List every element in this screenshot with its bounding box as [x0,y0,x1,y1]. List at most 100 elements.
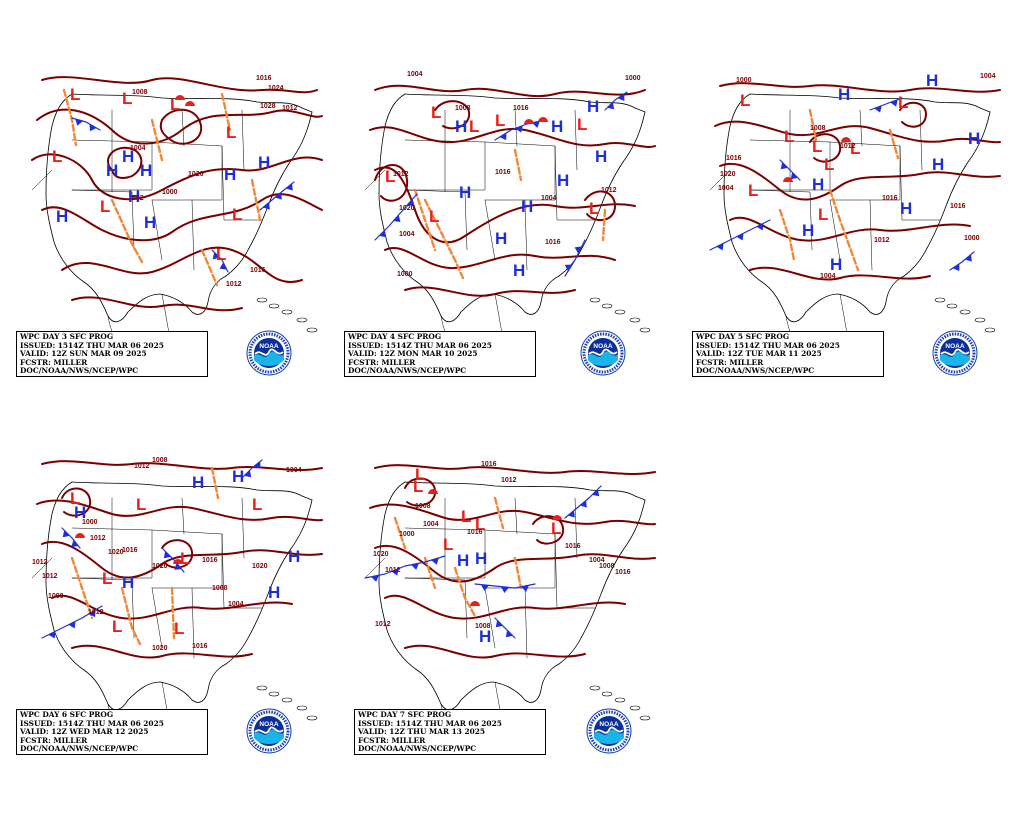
cold-front-pip [592,489,600,497]
isobar [41,76,318,94]
cold-front-pip [574,246,582,254]
coastline [225,111,313,277]
isobar [31,153,323,201]
cold-front-pip [495,620,503,628]
cold-front-pip [501,586,509,593]
low-pressure-symbol: L [748,181,758,200]
caption-forecaster: FCSTR: MILLER [358,735,426,745]
logo-wave [588,348,618,356]
cold-front-pip [89,124,97,132]
isobar-label: 1012 [501,477,517,484]
state-border [919,109,923,171]
caption-valid: VALID: 12Z MON MAR 10 2025 [348,349,478,359]
state-border [709,169,731,191]
state-border [829,141,901,201]
isobar-label: 1012 [601,187,617,194]
state-border [151,529,223,589]
isobar [71,296,243,312]
island [639,327,651,333]
trough-line [808,108,818,142]
low-pressure-symbol: L [136,495,146,514]
state-border [574,109,578,171]
logo-lettering [248,332,290,374]
low-pressure-symbol: L [122,89,132,108]
caption-title: WPC DAY 6 SFC PROG [20,710,114,719]
high-pressure-symbol: H [192,473,204,492]
high-pressure-symbol: H [475,549,487,568]
low-pressure-symbol: L [812,137,822,156]
isobar [532,515,565,545]
coastline [558,111,646,277]
coastline [761,275,905,323]
isobar-label: 1000 [48,593,64,600]
trough-line [70,556,94,620]
isobar [374,164,409,202]
isobar-label: 1012 [134,463,150,470]
cold-front-pip [71,539,79,547]
caption-forecaster: FCSTR: MILLER [696,357,764,367]
warm-front-pip [841,137,851,142]
high-pressure-symbol: H [74,503,86,522]
isobar [374,544,656,583]
isobar-label: 1008 [152,457,168,464]
island [256,685,268,691]
low-pressure-symbol: L [100,197,110,216]
logo-wave [594,726,624,734]
high-pressure-symbol: H [587,97,599,116]
low-pressure-symbol: L [850,139,860,158]
trough-line [393,516,407,550]
cold-front [564,485,602,519]
isobar-label: 1000 [736,77,752,84]
cold-front-pip [163,551,171,559]
logo-wave [254,348,284,356]
low-pressure-symbol: L [551,519,561,538]
coastline [378,93,418,283]
cold-front-pip [274,192,282,200]
isobar [374,464,656,475]
island [614,309,626,315]
cold-front-pip [391,568,399,576]
state-border [554,145,596,221]
caption-day3: WPC DAY 3 SFC PROG ISSUED: 1514Z THU MAR… [16,331,208,377]
state-border [221,145,263,221]
isobar-label: 1016 [950,203,966,210]
isobar-label: 1000 [82,519,98,526]
warm-front-pip [173,559,183,564]
high-pressure-symbol: H [557,171,569,190]
isobar [749,266,931,281]
high-pressure-symbol: H [455,117,467,136]
caption-issued: ISSUED: 1514Z THU MAR 06 2025 [20,718,164,728]
coastline [723,93,763,283]
isobar-label: 1008 [599,563,615,570]
state-border [71,189,135,251]
isobar [71,644,253,659]
isobar-label: 1012 [282,105,298,112]
high-pressure-symbol: H [513,261,525,280]
cold-front-pip [379,230,387,238]
state-border [484,199,496,261]
caption-day5: WPC DAY 5 SFC PROG ISSUED: 1514Z THU MAR… [692,331,884,377]
trough-line [601,208,607,242]
cold-front [241,459,263,479]
cold-front-pip [244,470,252,478]
trough-line [423,198,465,280]
caption-valid: VALID: 12Z THU MAR 13 2025 [358,727,486,737]
island [601,691,613,697]
trough-line [62,88,78,147]
cold-front-pip [736,233,744,241]
warm-front-pip [470,601,480,606]
state-border [899,145,941,221]
coastline [404,93,646,113]
isobar-label: 1016 [545,239,561,246]
isobar-label: 1020 [373,551,389,558]
isobar [36,108,323,145]
island [601,303,613,309]
caption-forecaster: FCSTR: MILLER [20,735,88,745]
isobar-label: 1012 [88,609,104,616]
caption-agency: DOC/NOAA/NWS/NCEP/WPC [696,366,815,376]
warm-front-pip [428,489,438,494]
high-pressure-symbol: H [144,213,156,232]
cold-front-pip [219,262,227,270]
isobar [809,133,842,163]
